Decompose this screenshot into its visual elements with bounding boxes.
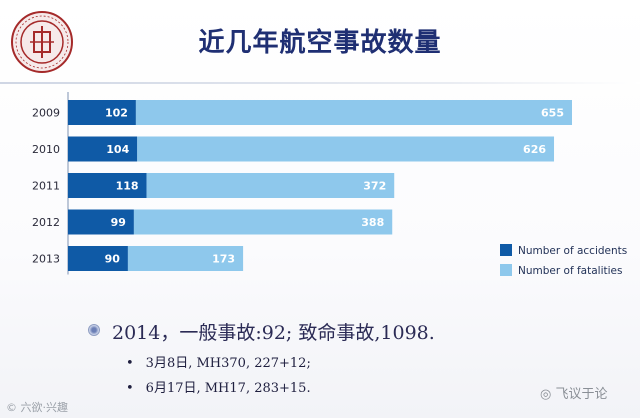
legend-swatch-fatalities: [500, 264, 512, 276]
watermark-left: © 六欲·兴趣: [6, 401, 68, 414]
sub-bullet-mh17-text: 6月17日, MH17, 283+15.: [145, 381, 311, 396]
watermark-right: ◎ 飞议于论: [540, 383, 608, 402]
sub-bullet-dot: •: [126, 356, 134, 371]
sub-bullet-mh370: • 3月8日, MH370, 227+12;: [126, 352, 311, 371]
bar-accidents-2013: [68, 246, 128, 271]
bar-fatalities-2011: [146, 173, 395, 198]
bullet-2014-text: 2014，一般事故:92; 致命事故,1098.: [112, 322, 435, 344]
slide-title: 近几年航空事故数量: [198, 28, 442, 58]
y-tick-label-2011: 2011: [32, 180, 60, 193]
title-divider: [0, 82, 640, 84]
sub-bullet-mh17: • 6月17日, MH17, 283+15.: [126, 377, 311, 396]
data-label-fatalities-2009: 655: [541, 107, 564, 120]
bullet-2014: 2014，一般事故:92; 致命事故,1098.: [88, 318, 435, 345]
bar-fatalities-2012: [133, 209, 393, 235]
data-label-accidents-2013: 90: [105, 253, 121, 266]
data-label-accidents-2011: 118: [116, 180, 139, 193]
bar-accidents-2012: [68, 209, 134, 235]
sub-bullet-mh370-text: 3月8日, MH370, 227+12;: [145, 356, 311, 371]
data-label-fatalities-2011: 372: [363, 180, 386, 193]
legend-swatch-accidents: [500, 244, 512, 256]
data-label-fatalities-2013: 173: [212, 253, 235, 266]
bar-accidents-2011: [68, 173, 147, 198]
data-label-accidents-2009: 102: [105, 107, 128, 120]
legend-label-fatalities: Number of fatalities: [518, 265, 622, 277]
y-tick-label-2013: 2013: [32, 253, 60, 266]
y-tick-label-2012: 2012: [32, 216, 60, 229]
y-tick-label-2010: 2010: [32, 143, 60, 156]
accidents-bar-chart: 2009 102 655 2010 104 626 2011 118 372 2012 99 388 2…: [32, 92, 627, 277]
bullet-icon: [88, 324, 100, 336]
bar-accidents-2010: [68, 136, 138, 162]
sub-bullet-dot: •: [126, 381, 134, 396]
university-seal-logo: [11, 11, 73, 73]
wechat-icon: ◎: [540, 387, 556, 402]
y-tick-label-2009: 2009: [32, 107, 60, 120]
bar-fatalities-2009: [135, 100, 573, 125]
data-label-fatalities-2012: 388: [361, 216, 384, 229]
data-label-accidents-2010: 104: [106, 143, 129, 156]
data-label-accidents-2012: 99: [111, 216, 126, 229]
bar-fatalities-2013: [127, 246, 244, 271]
legend-label-accidents: Number of accidents: [518, 245, 627, 257]
bar-accidents-2009: [68, 100, 136, 125]
watermark-right-text: 飞议于论: [555, 387, 608, 402]
data-label-fatalities-2010: 626: [523, 143, 546, 156]
bar-fatalities-2010: [137, 136, 555, 162]
